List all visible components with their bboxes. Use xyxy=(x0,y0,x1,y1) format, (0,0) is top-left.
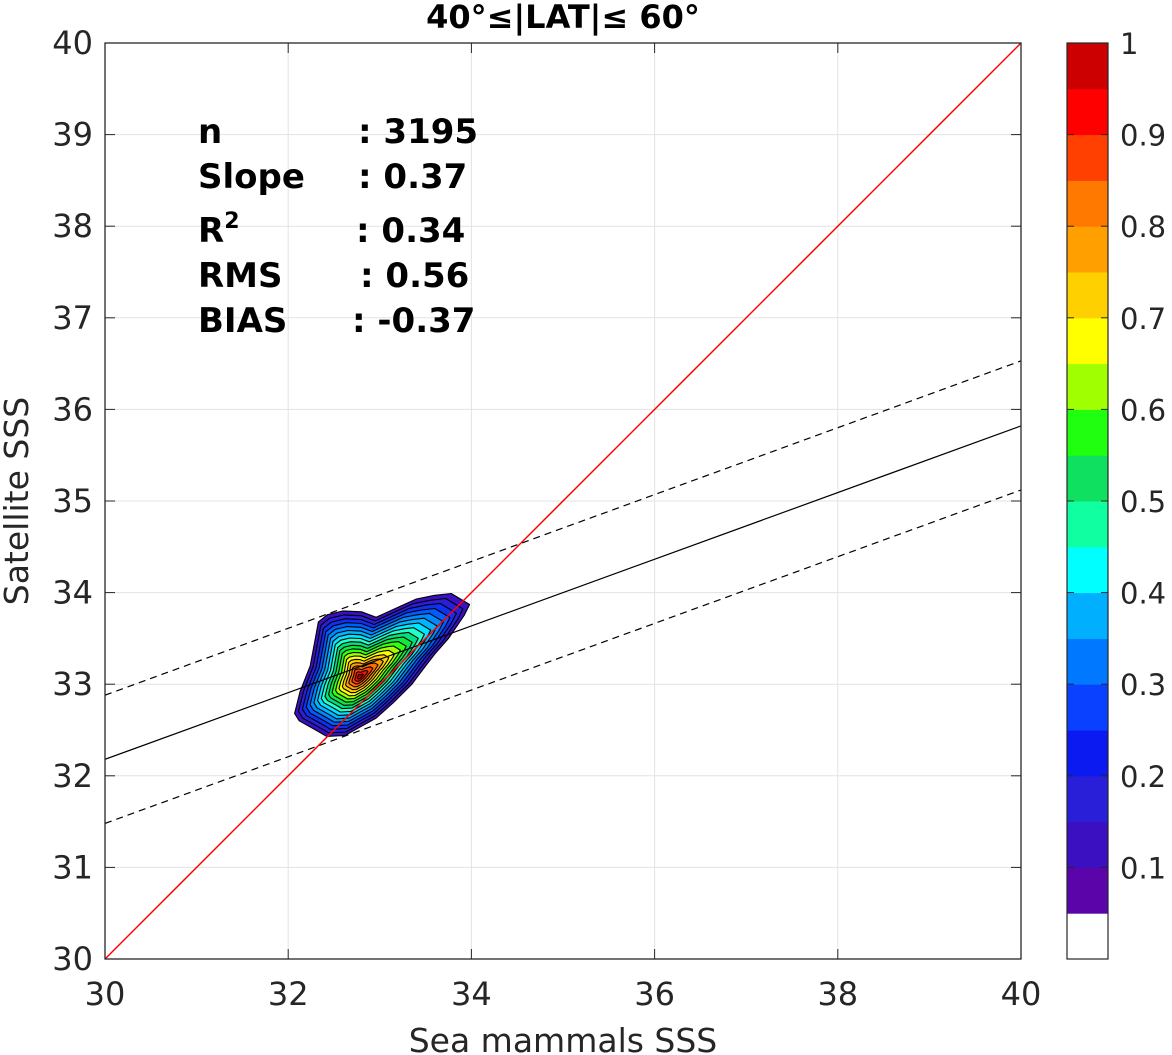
colorbar-band xyxy=(1067,913,1108,960)
colorbar-band xyxy=(1067,501,1108,548)
colorbar-band xyxy=(1067,546,1108,594)
stat-value: : 3195 xyxy=(358,112,478,152)
x-tick-label: 36 xyxy=(634,975,675,1013)
plot-lines xyxy=(105,43,1021,959)
colorbar-tick-label: 0.9 xyxy=(1120,119,1166,153)
stats-box: n : 3195 Slope : 0.37 R2 : 0.34 RMS : 0.56 BIAS:… xyxy=(198,112,478,341)
colorbar-band xyxy=(1067,684,1108,731)
x-tick-label: 40 xyxy=(1001,975,1042,1013)
colorbar-band xyxy=(1067,409,1108,456)
y-axis-label: Satellite SSS xyxy=(0,397,36,606)
stat-value: : 0.34 xyxy=(356,211,465,251)
stat-superscript: 2 xyxy=(224,209,239,234)
y-tick-label: 31 xyxy=(52,848,93,886)
axis-ticks: 30 32 34 36 38 40 30 31 32 33 34 35 36 37 38 39 40 xyxy=(52,24,1041,1013)
stat-label: R2 xyxy=(198,209,240,251)
colorbar-band xyxy=(1067,363,1108,410)
x-axis-label: Sea mammals SSS xyxy=(409,1021,718,1055)
colorbar-band xyxy=(1067,455,1108,502)
y-tick-label: 30 xyxy=(52,940,93,978)
stat-label: n xyxy=(198,112,222,152)
colorbar-band xyxy=(1067,272,1108,319)
upper-bound-line xyxy=(105,360,1021,696)
colorbar-band xyxy=(1067,180,1108,227)
lower-bound-line xyxy=(105,489,1021,824)
stat-value: : 0.56 xyxy=(360,256,469,296)
y-tick-label: 40 xyxy=(52,24,93,62)
colorbar-band xyxy=(1067,638,1108,685)
chart-title: 40°≤|LAT|≤ 60° xyxy=(426,0,700,37)
y-tick-label: 36 xyxy=(52,390,93,428)
x-tick-label: 38 xyxy=(817,975,858,1013)
colorbar-band xyxy=(1067,821,1108,868)
colorbar-band xyxy=(1067,730,1108,777)
stat-value: : 0.37 xyxy=(358,157,467,197)
regression-line xyxy=(105,425,1021,760)
colorbar-tick-label: 0.3 xyxy=(1120,668,1166,702)
colorbar-tick-label: 0.2 xyxy=(1120,760,1166,794)
colorbar-tick-label: 0.8 xyxy=(1120,210,1166,244)
colorbar-band xyxy=(1067,88,1108,136)
colorbar-tick-label: 0.6 xyxy=(1120,393,1166,427)
colorbar-band xyxy=(1067,867,1108,914)
colorbar-band xyxy=(1067,43,1108,90)
colorbar-band xyxy=(1067,134,1108,181)
colorbar-tick-label: 0.1 xyxy=(1120,851,1166,885)
stat-label: BIAS xyxy=(198,301,287,341)
stat-label: RMS xyxy=(198,256,283,296)
colorbar: 0.1 0.2 0.3 0.4 0.5 0.6 0.7 0.8 0.9 1 xyxy=(1066,27,1166,960)
y-tick-label: 33 xyxy=(52,665,93,703)
colorbar-tick-label: 0.4 xyxy=(1120,577,1166,611)
y-tick-label: 34 xyxy=(52,574,93,612)
contour-level xyxy=(356,673,364,680)
x-tick-label: 30 xyxy=(85,975,126,1013)
colorbar-band xyxy=(1067,775,1108,823)
y-tick-label: 38 xyxy=(52,207,93,245)
colorbar-band xyxy=(1067,317,1108,365)
identity-line xyxy=(105,43,1021,959)
y-tick-label: 35 xyxy=(52,482,93,520)
stat-label: Slope xyxy=(198,157,305,197)
stat-value: : -0.37 xyxy=(352,301,475,341)
colorbar-tick-label: 1 xyxy=(1120,27,1138,61)
colorbar-band xyxy=(1067,592,1108,639)
y-tick-label: 32 xyxy=(52,757,93,795)
colorbar-tick-label: 0.5 xyxy=(1120,485,1166,519)
density-contours xyxy=(294,592,471,737)
y-tick-label: 37 xyxy=(52,299,93,337)
x-tick-label: 34 xyxy=(451,975,492,1013)
colorbar-tick-label: 0.7 xyxy=(1120,302,1166,336)
colorbar-band xyxy=(1067,226,1108,273)
x-tick-label: 32 xyxy=(268,975,309,1013)
y-tick-label: 39 xyxy=(52,116,93,154)
